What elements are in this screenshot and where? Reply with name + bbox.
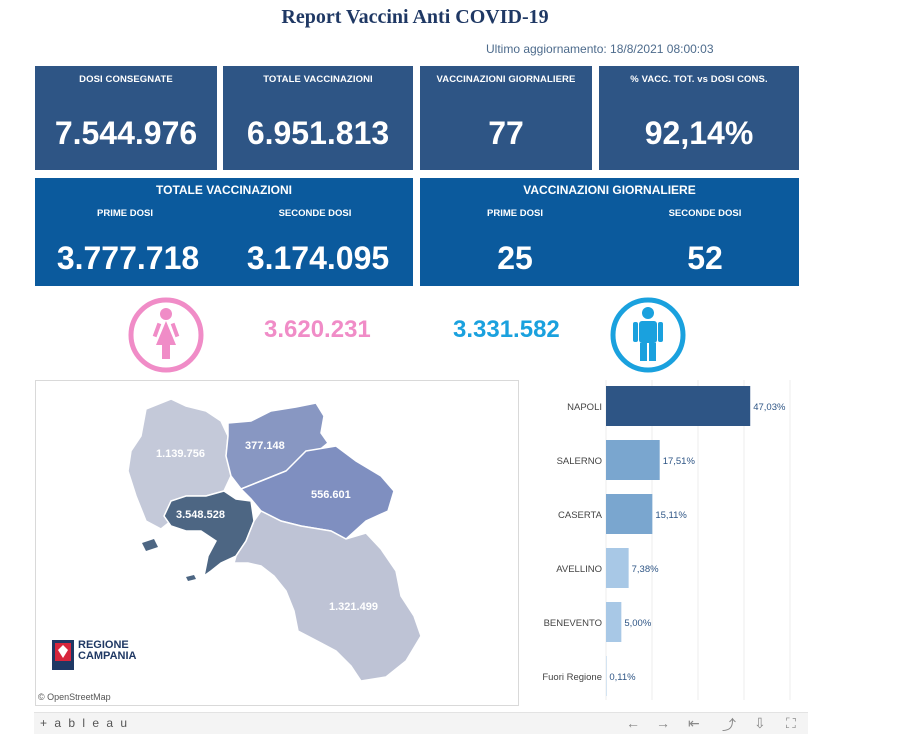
bar-category-label: Fuori Regione — [542, 672, 602, 683]
kpi-percentuale: % VACC. TOT. vs DOSI CONS. 92,14% — [599, 66, 799, 170]
prime-dosi-value: 3.777.718 — [56, 240, 200, 276]
kpi-value: 6.951.813 — [246, 115, 390, 151]
panel-title: VACCINAZIONI GIORNALIERE — [523, 183, 696, 197]
bar-value-label: 0,11% — [609, 672, 636, 683]
page-title: Report Vaccini Anti COVID-19 — [281, 6, 549, 28]
logo-line-1: REGIONE — [78, 639, 129, 651]
map-regions — [127, 398, 422, 682]
female-icon — [128, 297, 204, 373]
share-icon[interactable]: ⤴ — [722, 717, 736, 733]
reset-icon[interactable]: ⇤ — [688, 715, 700, 731]
female-vaccinated-value: 3.620.231 — [264, 316, 371, 343]
totale-vaccinazioni-panel: TOTALE VACCINAZIONI PRIME DOSI SECONDE D… — [35, 178, 413, 286]
bar-category-label: NAPOLI — [567, 402, 602, 413]
bar-fuori-regione[interactable] — [606, 656, 607, 696]
seconde-dosi-value: 3.174.095 — [246, 240, 390, 276]
download-icon[interactable]: ⇩ — [754, 715, 766, 731]
kpi-label: VACCINAZIONI GIORNALIERE — [436, 74, 576, 85]
bar-value-label: 47,03% — [753, 402, 786, 413]
seconde-dosi-label: SECONDE DOSI — [278, 208, 352, 219]
province-bar-chart: NAPOLI 47,03% SALERNO 17,51% CASERTA 15,11% AV… — [542, 380, 791, 700]
map-island-capri — [186, 575, 196, 581]
kpi-value: 7.544.976 — [54, 115, 198, 151]
bar-category-label: BENEVENTO — [544, 618, 602, 629]
panel-title: TOTALE VACCINAZIONI — [156, 183, 292, 197]
regione-campania-logo — [52, 640, 74, 670]
bar-value-label: 17,51% — [663, 456, 696, 467]
prime-dosi-value: 25 — [497, 240, 533, 276]
tableau-logo[interactable]: + a b l e a u — [40, 716, 130, 730]
seconde-dosi-value: 52 — [687, 240, 723, 276]
male-icon — [610, 297, 686, 373]
tableau-toolbar: + a b l e a u ← → ⇤ ⤴ ⇩ ⛶ — [34, 712, 808, 734]
bar-salerno[interactable] — [606, 440, 660, 480]
seconde-dosi-label: SECONDE DOSI — [668, 208, 742, 219]
map-label-caserta: 1.139.756 — [156, 448, 205, 460]
regione-campania-label: REGIONE CAMPANIA — [78, 640, 136, 662]
map-label-benevento: 377.148 — [245, 440, 285, 452]
forward-icon[interactable]: → — [656, 715, 670, 731]
kpi-dosi-consegnate: DOSI CONSEGNATE 7.544.976 — [35, 66, 217, 170]
back-icon[interactable]: ← — [626, 715, 640, 731]
map-label-avellino: 556.601 — [311, 489, 351, 501]
male-vaccinated-value: 3.331.582 — [453, 316, 560, 343]
kpi-label: TOTALE VACCINAZIONI — [263, 74, 373, 85]
kpi-label: DOSI CONSEGNATE — [79, 74, 173, 85]
logo-line-2: CAMPANIA — [78, 650, 137, 662]
bar-napoli[interactable] — [606, 386, 751, 426]
vaccinazioni-giornaliere-panel: VACCINAZIONI GIORNALIERE PRIME DOSI SECO… — [420, 178, 799, 286]
map-attribution[interactable]: © OpenStreetMap — [38, 692, 111, 702]
kpi-vaccinazioni-giornaliere: VACCINAZIONI GIORNALIERE 77 — [420, 66, 592, 170]
kpi-value: 77 — [488, 115, 524, 151]
prime-dosi-label: PRIME DOSI — [487, 208, 543, 219]
bar-value-label: 5,00% — [624, 618, 651, 629]
bar-category-label: AVELLINO — [556, 564, 602, 575]
bar-category-label: CASERTA — [558, 510, 603, 521]
bar-category-label: SALERNO — [557, 456, 602, 467]
map-island-ischia — [142, 539, 158, 551]
map-region-salerno[interactable] — [233, 510, 422, 682]
bar-caserta[interactable] — [606, 494, 653, 534]
map-region-napoli[interactable] — [163, 490, 255, 578]
map-label-napoli: 3.548.528 — [176, 509, 225, 521]
kpi-totale-vaccinazioni: TOTALE VACCINAZIONI 6.951.813 — [223, 66, 413, 170]
fullscreen-icon[interactable]: ⛶ — [786, 715, 796, 731]
kpi-value: 92,14% — [644, 115, 754, 151]
bar-value-label: 7,38% — [632, 564, 659, 575]
bar-avellino[interactable] — [606, 548, 629, 588]
last-update: Ultimo aggiornamento: 18/8/2021 08:00:03 — [486, 42, 714, 56]
prime-dosi-label: PRIME DOSI — [97, 208, 153, 219]
campania-map[interactable]: 1.139.756 377.148 556.601 3.548.528 1.32… — [35, 380, 519, 706]
bar-benevento[interactable] — [606, 602, 622, 642]
kpi-label: % VACC. TOT. vs DOSI CONS. — [630, 74, 768, 85]
bar-value-label: 15,11% — [655, 510, 687, 521]
map-label-salerno: 1.321.499 — [329, 601, 378, 613]
